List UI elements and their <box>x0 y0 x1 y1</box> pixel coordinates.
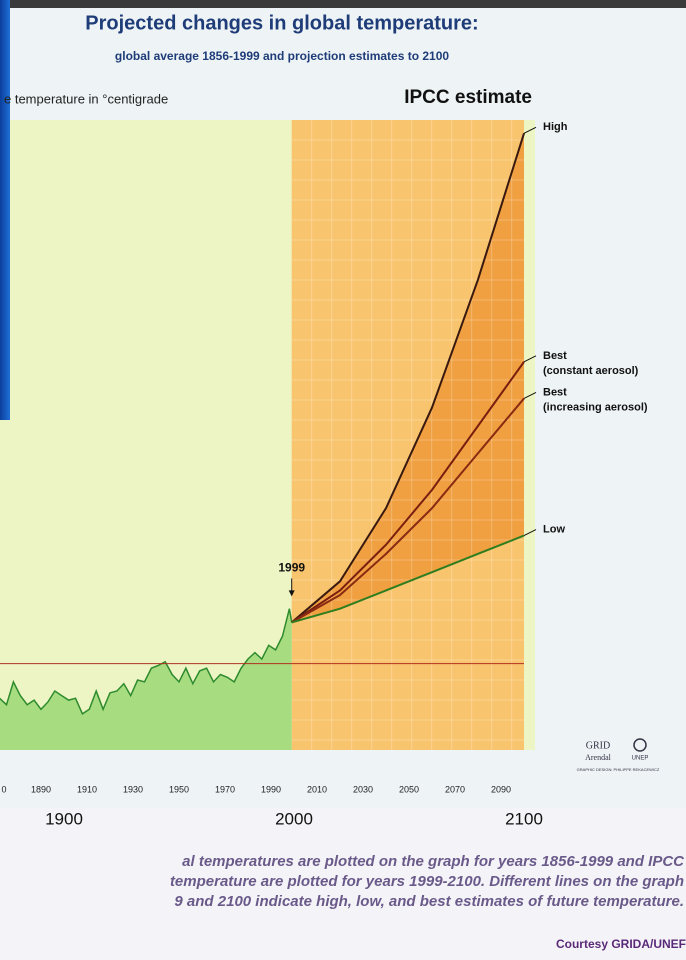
caption-line: al temperatures are plotted on the graph… <box>182 853 685 870</box>
legend-title: IPCC estimate <box>404 87 532 108</box>
credit: Courtesy GRIDA/UNEF <box>556 937 686 951</box>
caption-line: temperature are plotted for years 1999-2… <box>170 873 684 890</box>
annotation-arrowhead <box>288 590 295 597</box>
projection-line <box>291 132 525 624</box>
x-tick-label: 2030 <box>353 784 373 794</box>
logo-text: GRAPHIC DESIGN: PHILIPPE REKACEWICZ <box>577 767 660 772</box>
series-leader <box>523 355 537 363</box>
series-label: (constant aerosol) <box>543 365 639 377</box>
projection-line <box>291 397 525 624</box>
series-leader <box>523 126 537 134</box>
series-label: (increasing aerosol) <box>543 401 648 413</box>
series-leader <box>523 391 537 399</box>
x-tick-label: 2090 <box>491 784 511 794</box>
chart-subtitle: global average 1856-1999 and projection … <box>115 49 449 63</box>
logo-text: UNEP <box>632 756 649 762</box>
logo-icon <box>633 738 647 752</box>
x-tick-label: 1950 <box>169 784 189 794</box>
x-tick-label: 1970 <box>215 784 235 794</box>
chart-title: Projected changes in global temperature: <box>85 12 478 34</box>
x-tick-label: 1990 <box>261 784 281 794</box>
top-strip <box>0 0 686 8</box>
history-line <box>0 608 293 715</box>
series-leader <box>523 529 537 537</box>
x-tick-label: 0 <box>1 784 6 794</box>
series-label: Best <box>543 350 567 362</box>
projection-line <box>291 361 525 624</box>
x-tick-label: 1930 <box>123 784 143 794</box>
annotation: 1999 <box>278 561 305 575</box>
x-tick-label: 1910 <box>77 784 97 794</box>
x-tick-label: 1890 <box>31 784 51 794</box>
x-major-tick-label: 2100 <box>505 809 543 828</box>
y-axis-label: e temperature in °centigrade <box>4 91 168 106</box>
x-major-tick-label: 2000 <box>275 809 313 828</box>
x-tick-label: 2070 <box>445 784 465 794</box>
x-tick-label: 2050 <box>399 784 419 794</box>
caption-line: 9 and 2100 indicate high, low, and best … <box>174 893 684 910</box>
series-label: High <box>543 121 568 133</box>
side-panel <box>0 0 10 420</box>
logo-text: Arendal <box>585 753 612 762</box>
x-major-tick-label: 1900 <box>45 809 83 828</box>
projection-line <box>291 534 525 624</box>
x-tick-label: 2010 <box>307 784 327 794</box>
projection-band <box>291 133 524 623</box>
series-label: Best <box>543 386 567 398</box>
series-label: Low <box>543 523 565 535</box>
logo-text: GRID <box>586 740 610 751</box>
